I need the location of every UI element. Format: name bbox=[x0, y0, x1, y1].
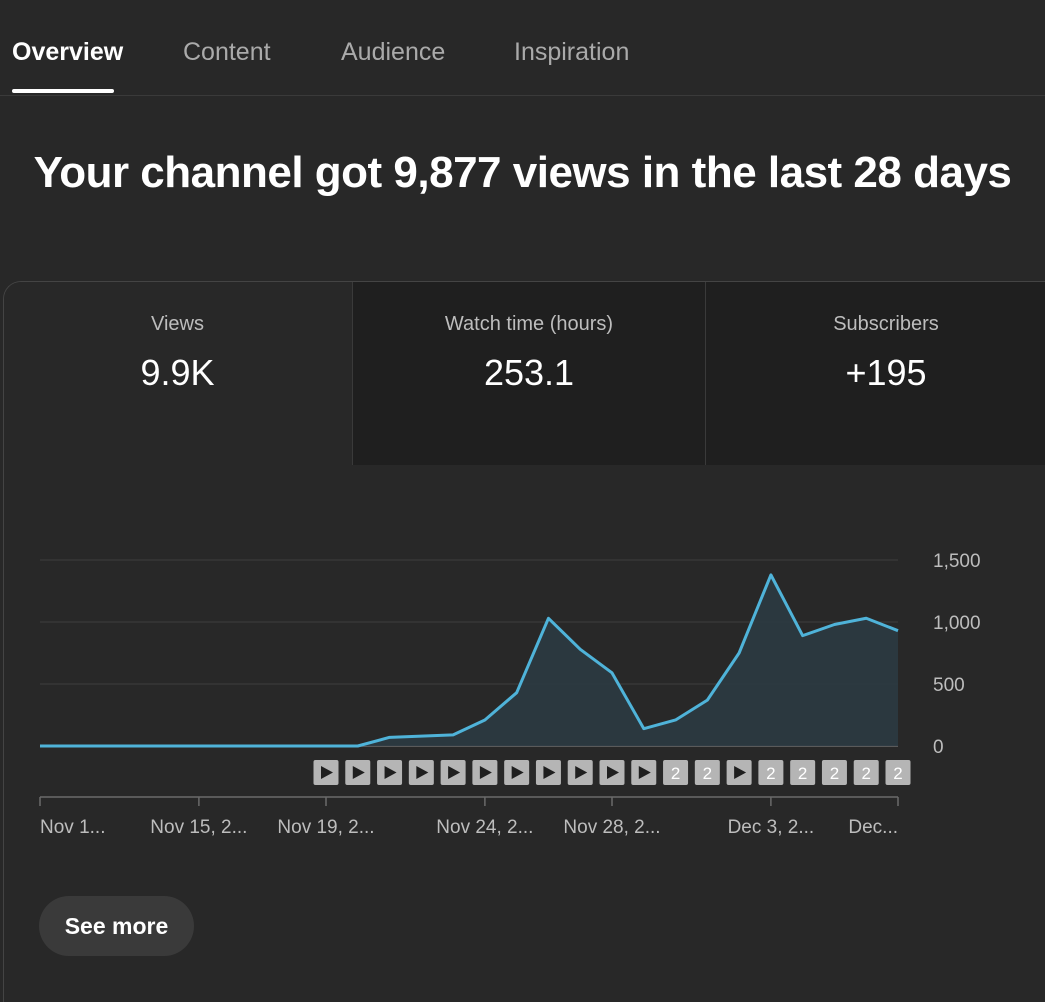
x-tick-label: Nov 28, 2... bbox=[563, 817, 660, 838]
y-tick-label: 1,500 bbox=[933, 551, 981, 572]
video-count-marker bbox=[790, 760, 816, 785]
metric-views-label: Views bbox=[151, 313, 204, 335]
tab-bar: Overview Content Audience Inspiration bbox=[0, 0, 1045, 96]
play-icon bbox=[352, 766, 365, 779]
play-icon bbox=[384, 766, 397, 779]
marker-count: 2 bbox=[830, 764, 839, 783]
video-count-marker bbox=[885, 760, 911, 785]
x-tick-label: Nov 1... bbox=[40, 817, 105, 838]
active-tab-indicator bbox=[12, 89, 114, 93]
video-count-marker bbox=[821, 760, 847, 785]
play-icon bbox=[638, 766, 651, 779]
tab-overview[interactable]: Overview bbox=[12, 38, 124, 66]
play-icon bbox=[734, 766, 747, 779]
video-count-marker bbox=[853, 760, 879, 785]
video-count-marker bbox=[758, 760, 784, 785]
y-tick-label: 0 bbox=[933, 737, 944, 758]
metric-subscribers[interactable]: Subscribers +195 bbox=[705, 282, 1045, 465]
y-tick-label: 1,000 bbox=[933, 613, 981, 634]
metric-watch-time-label: Watch time (hours) bbox=[444, 313, 614, 335]
play-icon bbox=[607, 766, 619, 779]
x-tick-label: Nov 15, 2... bbox=[150, 817, 247, 838]
views-area bbox=[40, 574, 898, 746]
x-tick-label: Nov 24, 2... bbox=[436, 817, 533, 838]
x-tick-label: Dec... bbox=[848, 817, 898, 838]
video-count-marker bbox=[663, 760, 689, 785]
y-tick-label: 500 bbox=[933, 675, 965, 696]
marker-count: 2 bbox=[893, 764, 902, 783]
see-more-button[interactable]: See more bbox=[39, 896, 194, 956]
metric-watch-time-value: 253.1 bbox=[483, 352, 575, 393]
tab-audience[interactable]: Audience bbox=[341, 38, 446, 66]
play-icon bbox=[575, 766, 588, 779]
views-chart[interactable]: 1,500 1,000 500 0 2 2 2 2 2 2 2 Nov 1... Nov 15, 2..… bbox=[0, 540, 1045, 860]
marker-count: 2 bbox=[861, 764, 870, 783]
marker-count: 2 bbox=[798, 764, 807, 783]
metric-subscribers-value: +195 bbox=[845, 352, 927, 393]
x-tick-label: Dec 3, 2... bbox=[728, 817, 815, 838]
tab-content[interactable]: Content bbox=[183, 38, 271, 66]
marker-count: 2 bbox=[766, 764, 775, 783]
marker-count: 2 bbox=[671, 764, 680, 783]
metric-subscribers-label: Subscribers bbox=[833, 313, 939, 335]
play-icon bbox=[543, 766, 556, 779]
play-icon bbox=[321, 766, 333, 779]
views-line bbox=[40, 573, 899, 748]
play-icon bbox=[448, 766, 461, 779]
marker-count: 2 bbox=[703, 764, 712, 783]
tab-inspiration[interactable]: Inspiration bbox=[514, 38, 630, 66]
play-icon bbox=[416, 766, 429, 779]
play-icon bbox=[479, 766, 492, 779]
metric-views[interactable]: Views 9.9K bbox=[4, 282, 351, 465]
video-count-marker bbox=[694, 760, 720, 785]
metric-watch-time[interactable]: Watch time (hours) 253.1 bbox=[352, 282, 705, 465]
metric-views-value: 9.9K bbox=[140, 352, 215, 393]
play-icon bbox=[511, 766, 524, 779]
x-tick-label: Nov 19, 2... bbox=[277, 817, 374, 838]
page-headline: Your channel got 9,877 views in the last… bbox=[33, 148, 1012, 197]
